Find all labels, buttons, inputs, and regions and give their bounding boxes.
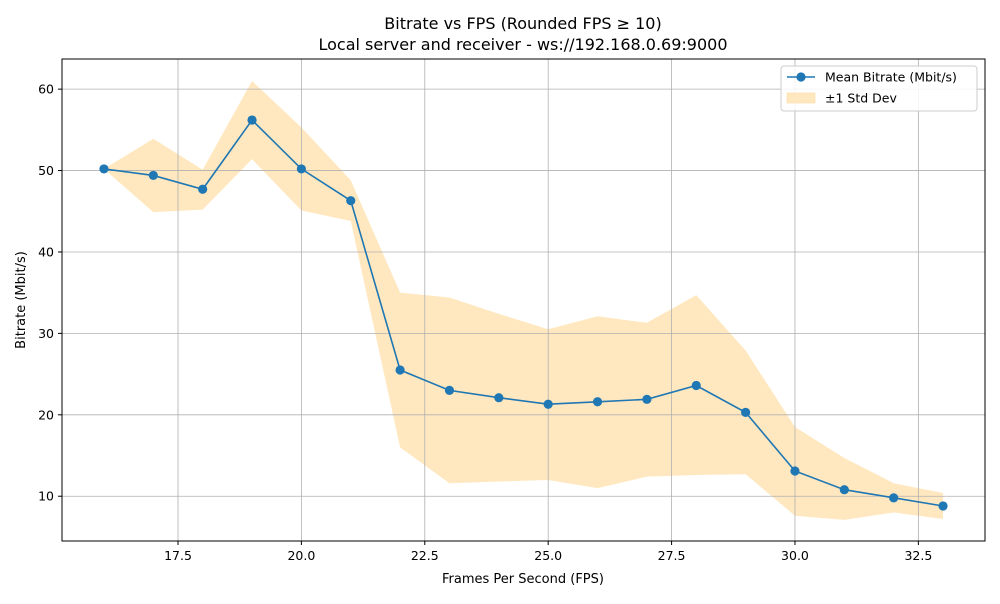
series-line xyxy=(103,118,944,507)
data-point xyxy=(543,399,553,409)
data-point xyxy=(790,466,800,476)
y-tick-label: 20 xyxy=(38,407,54,422)
data-point xyxy=(296,164,306,174)
legend: Mean Bitrate (Mbit/s) ±1 Std Dev xyxy=(780,65,978,112)
y-tick-label: 50 xyxy=(38,163,54,178)
plot-frame xyxy=(61,58,986,542)
x-tick-label: 17.5 xyxy=(164,548,192,563)
y-tick-label: 10 xyxy=(38,489,54,504)
data-point xyxy=(889,493,899,503)
y-tick-label: 40 xyxy=(38,244,54,259)
data-point xyxy=(592,397,603,407)
data-point xyxy=(839,485,849,495)
legend-band-swatch xyxy=(786,92,816,104)
data-point xyxy=(642,394,652,404)
data-point xyxy=(691,380,701,391)
data-point xyxy=(494,393,504,403)
data-point xyxy=(247,115,257,125)
legend-marker-swatch xyxy=(796,72,806,82)
x-tick-label: 30.0 xyxy=(781,548,809,563)
x-axis-label: Frames Per Second (FPS) xyxy=(442,572,604,587)
data-point xyxy=(346,196,356,206)
chart-subtitle: Local server and receiver - ws://192.168… xyxy=(318,35,727,54)
legend-label-band: ±1 Std Dev xyxy=(825,91,897,106)
data-point xyxy=(198,184,208,194)
y-axis-label: Bitrate (Mbit/s) xyxy=(14,251,29,349)
data-point xyxy=(395,365,405,375)
x-tick-label: 25.0 xyxy=(534,548,562,563)
data-point xyxy=(148,170,158,181)
data-point xyxy=(99,164,109,174)
y-tick-label: 30 xyxy=(38,326,54,341)
x-tick-label: 22.5 xyxy=(411,548,439,563)
legend-box xyxy=(780,65,978,112)
data-point xyxy=(741,407,751,417)
std-dev-band xyxy=(103,80,944,520)
y-tick-label: 60 xyxy=(38,82,54,97)
legend-label-mean: Mean Bitrate (Mbit/s) xyxy=(825,70,957,85)
chart-title: Bitrate vs FPS (Rounded FPS ≥ 10) xyxy=(384,14,661,33)
x-tick-label: 32.5 xyxy=(904,548,932,563)
x-tick-label: 20.0 xyxy=(287,548,315,563)
data-point xyxy=(444,385,455,395)
plot-area: 17.5 20.0 22.5 25.0 27.5 30.0 32.5 10 20 30 40 50 60 xyxy=(38,58,986,563)
x-tick-label: 27.5 xyxy=(658,548,686,563)
data-point xyxy=(938,501,948,511)
